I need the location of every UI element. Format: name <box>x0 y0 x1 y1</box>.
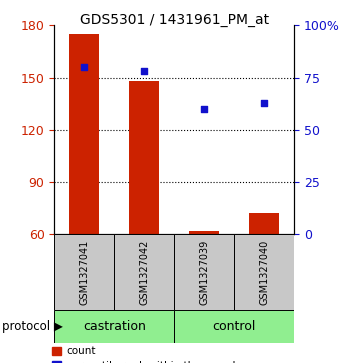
Text: protocol ▶: protocol ▶ <box>2 320 63 333</box>
Point <box>82 64 87 70</box>
Bar <box>174 234 234 310</box>
Bar <box>174 310 294 343</box>
Bar <box>129 81 159 234</box>
Point <box>201 106 207 112</box>
Bar <box>234 234 294 310</box>
Text: GSM1327040: GSM1327040 <box>259 240 269 305</box>
Bar <box>54 234 114 310</box>
Text: castration: castration <box>83 320 146 333</box>
Text: control: control <box>212 320 256 333</box>
Text: GSM1327041: GSM1327041 <box>79 240 89 305</box>
Bar <box>189 231 219 234</box>
Legend: count, percentile rank within the sample: count, percentile rank within the sample <box>52 346 242 363</box>
Bar <box>69 34 99 234</box>
Bar <box>54 310 174 343</box>
Text: GSM1327039: GSM1327039 <box>199 240 209 305</box>
Text: GSM1327042: GSM1327042 <box>139 240 149 305</box>
Bar <box>249 213 279 234</box>
Point <box>141 68 147 74</box>
Bar <box>114 234 174 310</box>
Point <box>261 100 267 106</box>
Text: GDS5301 / 1431961_PM_at: GDS5301 / 1431961_PM_at <box>80 13 270 27</box>
